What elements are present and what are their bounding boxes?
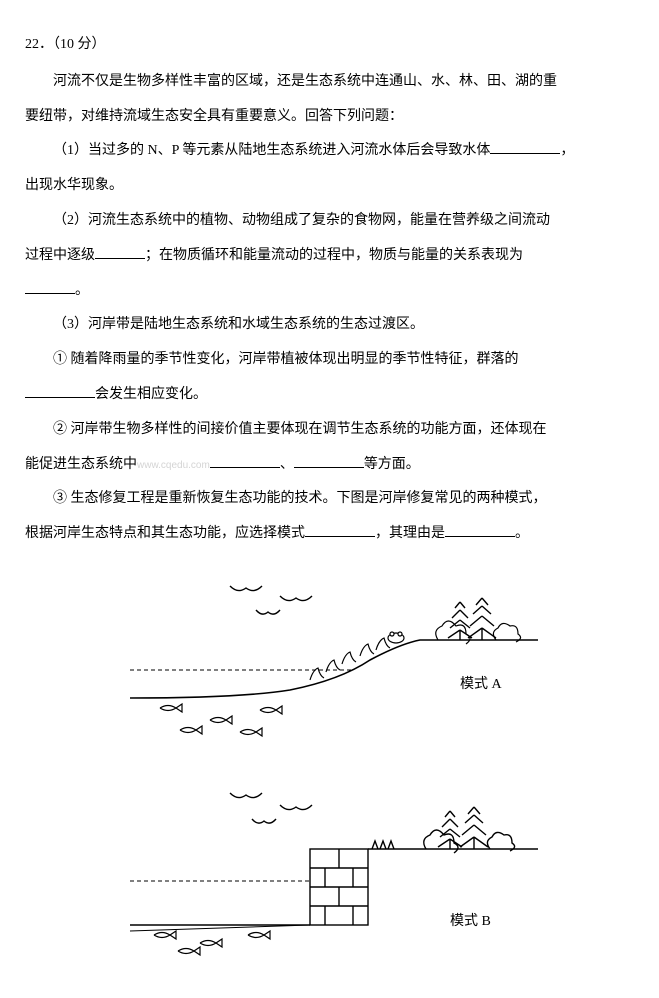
blank [95,244,145,259]
question-points: （10 分） [53,37,106,52]
part1: （1）当过多的 N、P 等元素从陆地生态系统进入河流水体后会导致水体 ， [25,136,634,167]
birds-icon [230,586,312,614]
part3-s3-line1: ③ 生态修复工程是重新恢复生态功能的技术。下图是河岸修复常见的两种模式， [25,484,634,515]
figure-a-label: 模式 A [460,676,502,692]
p2-text3: 。 [75,283,89,298]
fish-icon [160,704,282,736]
p3s3-text2b: ，其理由是 [375,526,445,541]
part3-s1-line1: ① 随着降雨量的季节性变化，河岸带植被体现出明显的季节性特征，群落的 [25,345,634,376]
question-number: 22． [25,37,53,52]
intro-line1: 河流不仅是生物多样性丰富的区域，还是生态系统中连通山、水、林、田、湖的重 [25,67,634,98]
blank [294,453,364,468]
part3-s1-line2: 会发生相应变化。 [25,380,634,411]
wall-icon [310,849,368,925]
blank [210,453,280,468]
p2-text2a: 过程中逐级 [25,248,95,263]
trees-icon [435,598,520,644]
p3s2-text2c: 等方面。 [364,457,420,472]
question-header: 22．（10 分） [25,30,634,61]
p3s3-text2c: 。 [515,526,529,541]
figure-a: 模式 A [120,568,540,761]
p3s1-text2: 会发生相应变化。 [95,387,207,402]
figure-b: 模式 B [120,775,540,978]
shrubs-icon [310,638,390,680]
p1-text1: （1）当过多的 N、P 等元素从陆地生态系统进入河流水体后会导致水体 [53,143,490,158]
birds-icon [230,793,312,823]
intro-line2: 要纽带，对维持流域生态安全具有重要意义。回答下列问题： [25,102,634,133]
blank [25,279,75,294]
part2-line3: 。 [25,276,634,307]
part3-s3-line2: 根据河岸生态特点和其生态功能，应选择模式 ，其理由是 。 [25,519,634,550]
blank [445,522,515,537]
part3-s2-line1: ② 河岸带生物多样性的间接价值主要体现在调节生态系统的功能方面，还体现在 [25,415,634,446]
watermark-text: www.cqedu.com [137,460,210,471]
frog-icon [388,632,404,643]
p1-text1b: ， [560,143,574,158]
part3-s2-line2: 能促进生态系统中www.cqedu.com 、 等方面。 [25,450,634,481]
fish-icon [154,931,270,955]
trees-icon [372,807,515,853]
figure-b-label: 模式 B [450,913,491,929]
p2-text2b: ；在物质循环和能量流动的过程中，物质与能量的关系表现为 [145,248,523,263]
blank [305,522,375,537]
part2-line2: 过程中逐级 ；在物质循环和能量流动的过程中，物质与能量的关系表现为 [25,241,634,272]
part2-line1: （2）河流生态系统中的植物、动物组成了复杂的食物网，能量在营养级之间流动 [25,206,634,237]
p1-line2: 出现水华现象。 [25,171,634,202]
p3s2-text2a: 能促进生态系统中 [25,457,137,472]
blank [490,139,560,154]
p3s3-text2a: 根据河岸生态特点和其生态功能，应选择模式 [25,526,305,541]
blank [25,383,95,398]
p3s2-text2b: 、 [280,457,294,472]
part3-line1: （3）河岸带是陆地生态系统和水域生态系统的生态过渡区。 [25,310,634,341]
figures-container: 模式 A [25,568,634,978]
